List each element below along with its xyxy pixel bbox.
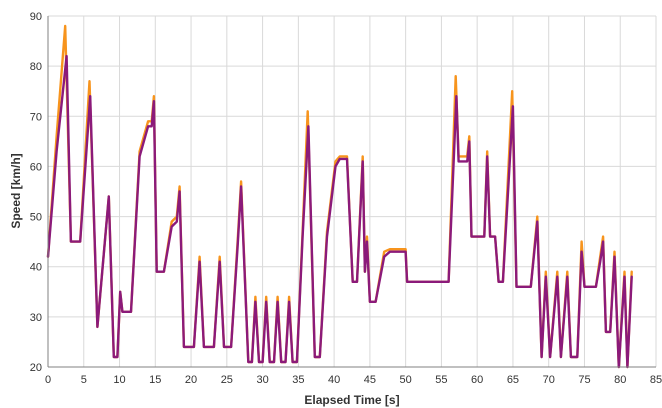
x-tick-label: 20 xyxy=(185,374,197,386)
x-tick-label: 85 xyxy=(650,374,662,386)
x-tick-label: 70 xyxy=(543,374,555,386)
series-line-2 xyxy=(46,54,633,369)
y-tick-label: 60 xyxy=(30,161,42,173)
x-tick-label: 5 xyxy=(81,374,87,386)
x-tick-label: 75 xyxy=(578,374,590,386)
y-tick-label: 20 xyxy=(30,362,42,374)
y-tick-label: 50 xyxy=(30,212,42,224)
tick-labels: 0 5 10 15 20 25 30 35 40 45 50 55 60 65 70 75 80 85 20 30 40… xyxy=(30,11,662,386)
series-lines xyxy=(46,24,633,369)
x-tick-label: 30 xyxy=(256,374,268,386)
y-tick-label: 70 xyxy=(30,111,42,123)
x-tick-label: 10 xyxy=(113,374,125,386)
x-tick-label: 45 xyxy=(364,374,376,386)
x-tick-label: 15 xyxy=(149,374,161,386)
y-tick-label: 80 xyxy=(30,61,42,73)
y-tick-label: 40 xyxy=(30,262,42,274)
y-tick-label: 90 xyxy=(30,11,42,23)
x-tick-label: 55 xyxy=(435,374,447,386)
x-tick-label: 40 xyxy=(328,374,340,386)
y-tick-label: 30 xyxy=(30,312,42,324)
axes xyxy=(47,16,656,368)
x-tick-label: 80 xyxy=(614,374,626,386)
x-tick-label: 0 xyxy=(45,374,51,386)
x-axis-title: Elapsed Time [s] xyxy=(304,393,399,407)
x-tick-label: 50 xyxy=(400,374,412,386)
x-tick-label: 60 xyxy=(471,374,483,386)
x-tick-label: 25 xyxy=(221,374,233,386)
x-tick-label: 35 xyxy=(292,374,304,386)
y-axis-title: Speed [km/h] xyxy=(9,153,23,228)
x-tick-label: 65 xyxy=(507,374,519,386)
